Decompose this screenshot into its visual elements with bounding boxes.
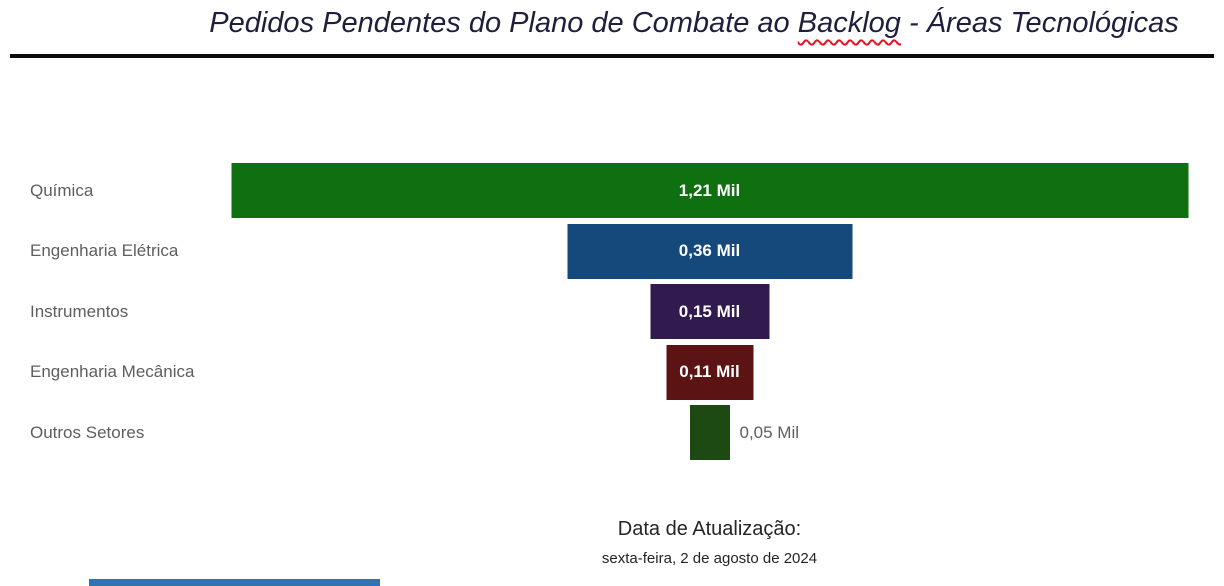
funnel-bar-area: 0,11 Mil <box>231 344 1188 400</box>
funnel-bar-area: 0,15 Mil <box>231 284 1188 339</box>
funnel-bar[interactable]: 0,15 Mil <box>650 284 769 339</box>
update-date: sexta-feira, 2 de agosto de 2024 <box>601 550 818 567</box>
funnel-bar[interactable]: 0,11 Mil <box>666 344 753 400</box>
category-label: Engenharia Mecânica <box>30 362 195 381</box>
update-label: Data de Atualização: <box>617 518 802 540</box>
bottom-blue-strip <box>89 579 380 586</box>
funnel-bar[interactable]: 1,21 Mil <box>231 163 1188 218</box>
page-title: Pedidos Pendentes do Plano de Combate ao… <box>170 7 1218 40</box>
value-label: 0,36 Mil <box>678 241 741 260</box>
funnel-bar[interactable] <box>689 405 730 460</box>
funnel-row: Química 1,21 Mil <box>0 163 1224 218</box>
funnel-bar-area: 0,05 Mil <box>231 405 1188 460</box>
category-label: Engenharia Elétrica <box>30 241 179 260</box>
value-label: 1,21 Mil <box>678 180 741 200</box>
funnel-bar[interactable]: 0,36 Mil <box>567 223 852 279</box>
title-text-before: Pedidos Pendentes do Plano de Combate ao <box>209 7 798 39</box>
funnel-bar-area: 1,21 Mil <box>231 163 1188 218</box>
value-label: 0,15 Mil <box>678 301 741 321</box>
title-backlog-word: Backlog <box>797 7 901 39</box>
funnel-row: Engenharia Mecânica 0,11 Mil <box>0 344 1224 400</box>
category-label: Química <box>30 180 94 200</box>
value-label: 0,11 Mil <box>679 362 740 381</box>
funnel-chart: Química 1,21 Mil Engenharia Elétrica 0,36 M… <box>0 163 1224 460</box>
value-label: 0,05 Mil <box>739 422 800 442</box>
category-label: Instrumentos <box>30 301 129 321</box>
funnel-bar-area: 0,36 Mil <box>231 223 1188 279</box>
funnel-row: Outros Setores 0,05 Mil <box>0 405 1224 460</box>
funnel-row: Engenharia Elétrica 0,36 Mil <box>0 223 1224 279</box>
update-footer: Data de Atualização: sexta-feira, 2 de a… <box>231 517 1188 568</box>
funnel-row: Instrumentos 0,15 Mil <box>0 284 1224 339</box>
title-underline <box>10 54 1214 58</box>
title-text-after: - Áreas Tecnológicas <box>900 7 1179 39</box>
category-label: Outros Setores <box>30 422 145 442</box>
